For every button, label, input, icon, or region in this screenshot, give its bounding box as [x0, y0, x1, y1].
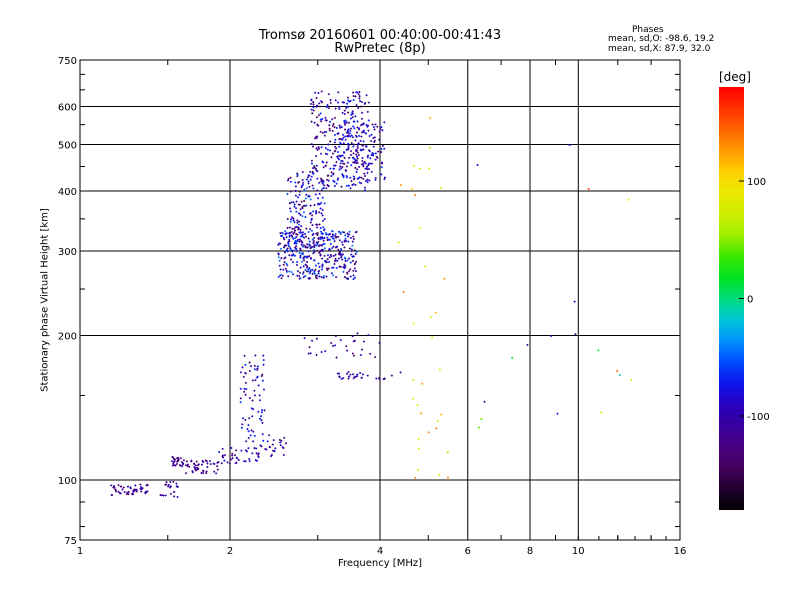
y-tick-label: 75	[64, 536, 77, 547]
y-tick-label: 600	[58, 103, 77, 114]
x-tick-label: 8	[527, 546, 533, 557]
y-tick-label: 750	[58, 56, 77, 67]
x-axis-label: Frequency [MHz]	[337, 558, 423, 569]
y-tick-label: 200	[58, 332, 77, 343]
colorbar-label: [deg]	[719, 70, 751, 84]
x-tick-label: 10	[572, 546, 585, 557]
x-tick-label: 4	[377, 546, 383, 557]
phases-x-stats: mean, sd,X: 87.9, 32.0	[608, 44, 711, 54]
chart-subtitle: RwPretec (8p)	[334, 41, 426, 56]
chart-title: Tromsø 20160601 00:40:00-00:41:43	[258, 28, 502, 43]
y-tick-label: 400	[58, 187, 77, 198]
colorbar-tick-label: -100	[747, 412, 770, 423]
colorbar-tick-label: 0	[747, 295, 753, 306]
y-tick-label: 100	[58, 476, 77, 487]
y-tick-label: 300	[58, 247, 77, 258]
phases-o-stats: mean, sd,O: -98.6, 19.2	[608, 34, 715, 44]
y-tick-label: 500	[58, 141, 77, 152]
phases-title: Phases	[632, 25, 664, 35]
x-tick-label: 16	[674, 546, 687, 557]
x-tick-label: 1	[77, 546, 83, 557]
x-tick-label: 2	[227, 546, 233, 557]
colorbar-tick-label: 100	[747, 177, 766, 188]
x-tick-label: 6	[465, 546, 471, 557]
